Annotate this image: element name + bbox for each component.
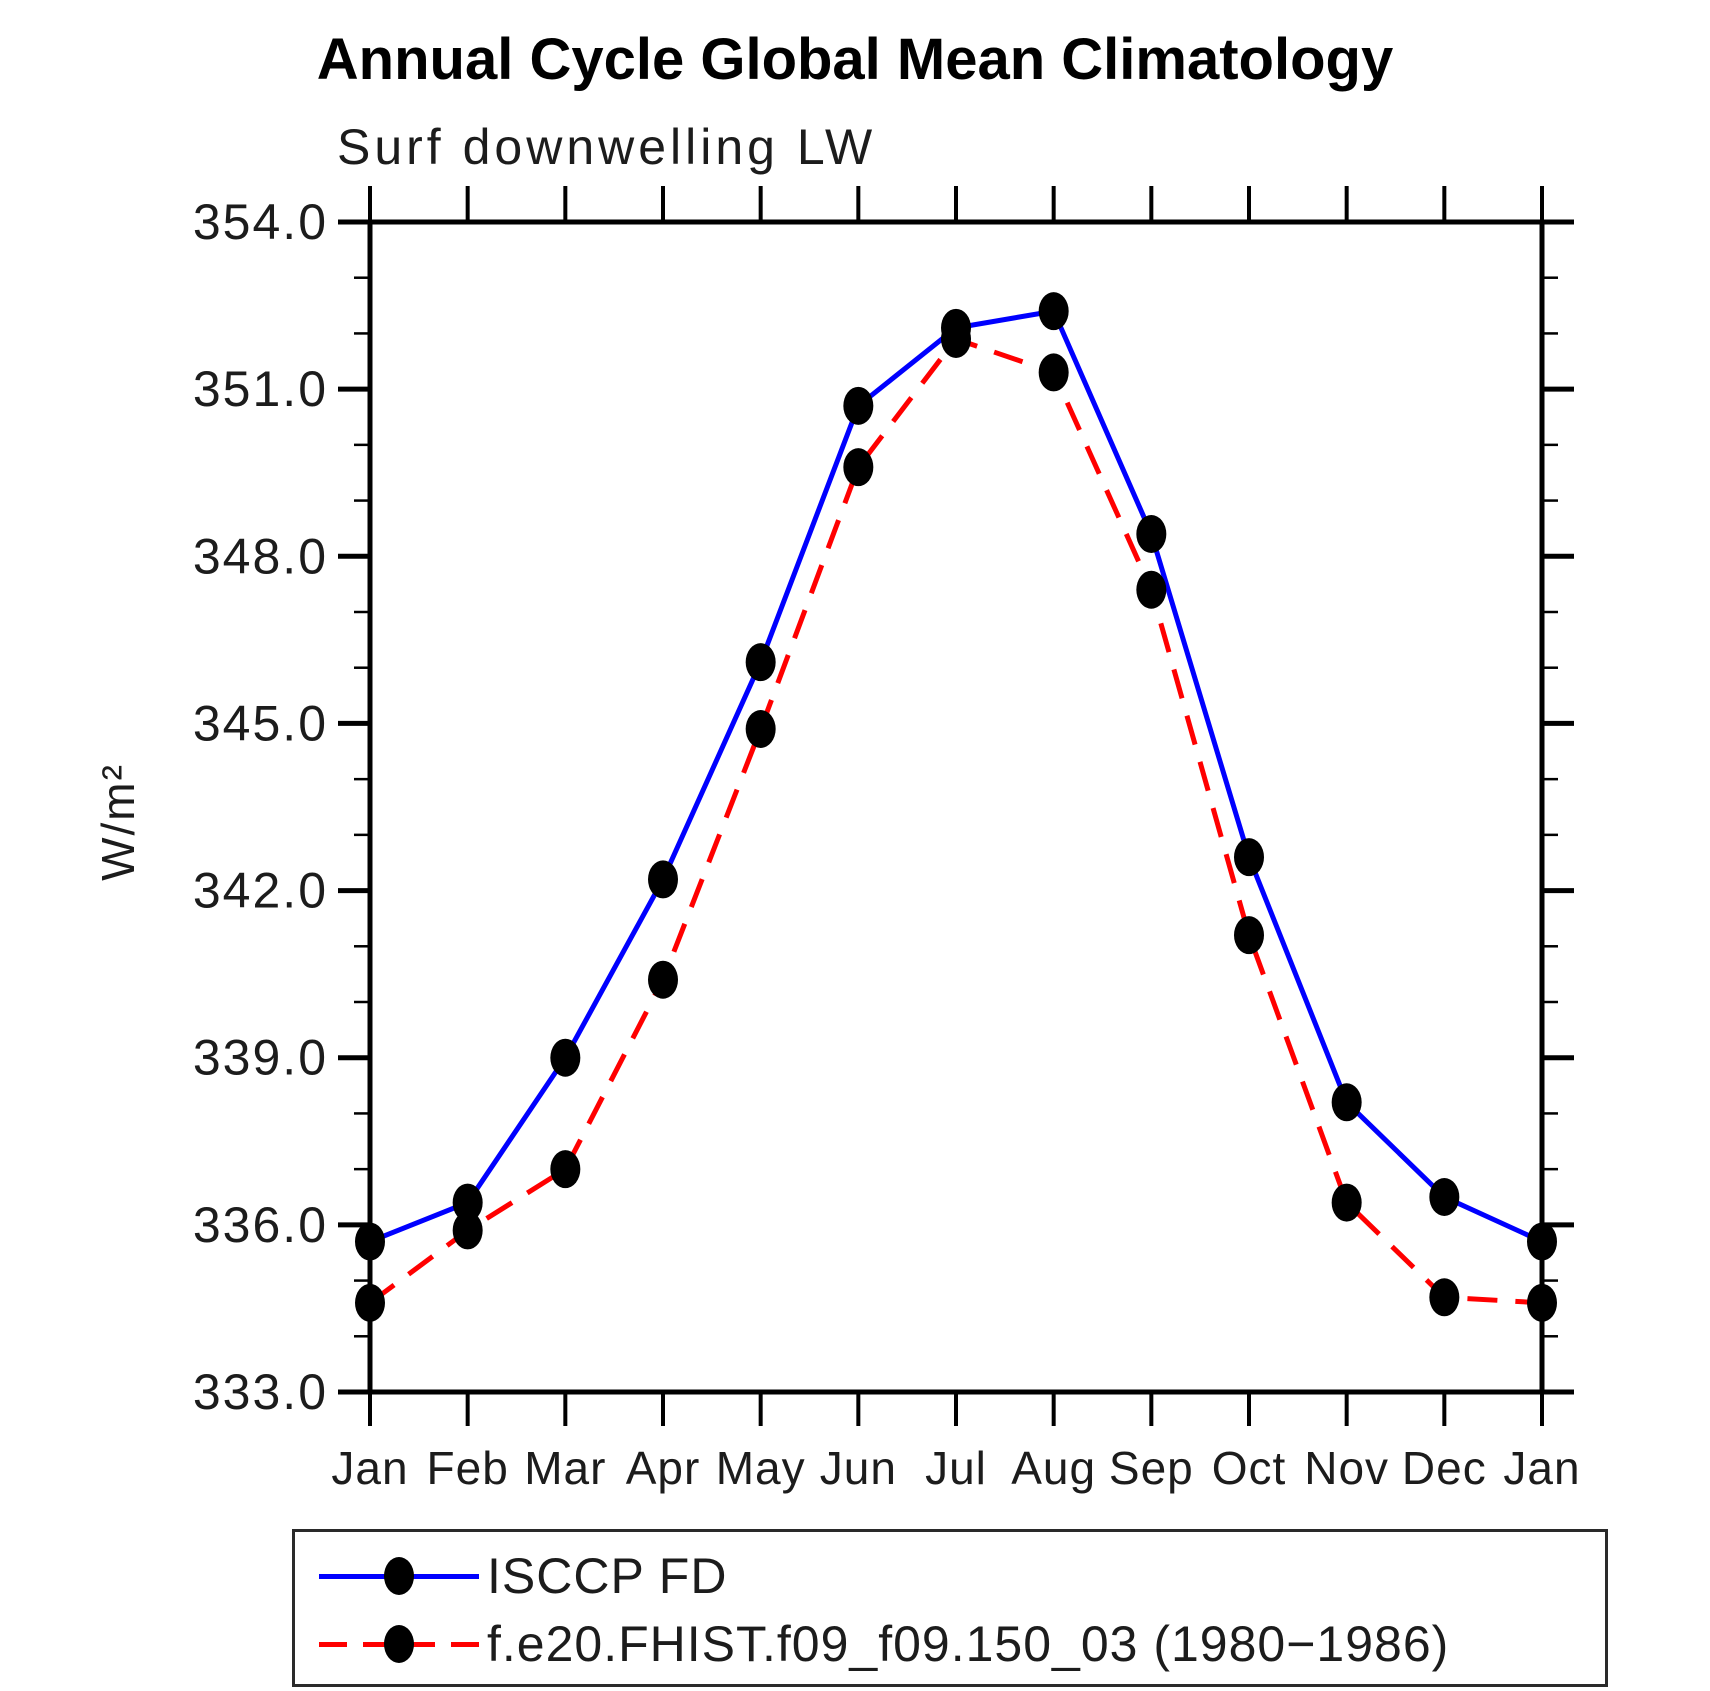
x-axis-tick-label: May — [716, 1442, 806, 1494]
x-axis-tick-label: Dec — [1402, 1442, 1487, 1494]
y-axis-tick-label: 348.0 — [193, 528, 328, 584]
data-point-marker-1 — [648, 960, 678, 999]
data-point-marker-0 — [355, 1222, 385, 1261]
x-axis-tick-label: Jul — [925, 1442, 987, 1494]
data-point-marker-0 — [1527, 1222, 1557, 1261]
y-axis-tick-label: 333.0 — [193, 1364, 328, 1420]
chart-title: Annual Cycle Global Mean Climatology — [316, 27, 1394, 92]
legend-marker-dot-icon — [384, 1557, 414, 1595]
data-point-marker-1 — [1429, 1278, 1460, 1317]
x-axis-tick-label: Sep — [1109, 1442, 1194, 1494]
legend-box: ISCCP FD f.e20.FHIST.f09_f09.150_03 (198… — [292, 1529, 1608, 1687]
data-point-marker-1 — [1234, 916, 1264, 955]
legend-entry-isccp-fd: ISCCP FD — [295, 1542, 1605, 1610]
legend-marker-dot-icon — [384, 1625, 414, 1663]
data-point-marker-1 — [452, 1211, 483, 1250]
y-axis-tick-label: 351.0 — [193, 361, 328, 417]
chart-subtitle: Surf downwelling LW — [337, 119, 877, 175]
x-axis-tick-label: Feb — [427, 1442, 509, 1494]
data-point-marker-0 — [1234, 838, 1264, 877]
x-axis-tick-label: Jan — [1503, 1442, 1580, 1494]
data-point-marker-1 — [1136, 570, 1167, 609]
y-axis-tick-label: 345.0 — [193, 695, 328, 751]
legend-label-model: f.e20.FHIST.f09_f09.150_03 (1980−1986) — [487, 1616, 1450, 1672]
data-point-marker-0 — [1038, 292, 1069, 331]
plot-frame — [367, 219, 1545, 1395]
data-point-marker-1 — [355, 1283, 385, 1322]
x-axis-tick-label: Apr — [626, 1442, 701, 1494]
data-point-marker-0 — [452, 1183, 483, 1222]
data-point-marker-0 — [745, 643, 776, 682]
x-axis-tick-label: Aug — [1011, 1442, 1096, 1494]
data-point-marker-0 — [843, 386, 874, 425]
data-point-marker-1 — [843, 448, 874, 487]
data-point-marker-0 — [1429, 1178, 1460, 1216]
x-axis-tick-label: Mar — [524, 1442, 606, 1494]
y-axis-tick-label: 354.0 — [193, 194, 328, 250]
y-axis-tick-label: 336.0 — [193, 1197, 328, 1253]
legend-sample-solid — [319, 1556, 479, 1596]
legend-entry-model: f.e20.FHIST.f09_f09.150_03 (1980−1986) — [295, 1610, 1605, 1678]
legend-sample-dashed — [319, 1624, 479, 1664]
series-line-1 — [368, 336, 1543, 1306]
data-point-marker-1 — [550, 1150, 581, 1189]
x-axis-tick-label: Jun — [820, 1442, 897, 1494]
data-point-marker-0 — [1136, 515, 1167, 553]
data-point-marker-0 — [648, 860, 678, 899]
x-axis-tick-label: Jan — [331, 1442, 408, 1494]
x-axis-tick-label: Oct — [1212, 1442, 1287, 1494]
data-point-marker-1 — [1038, 353, 1069, 392]
data-point-marker-0 — [550, 1038, 581, 1077]
y-axis-tick-label: 342.0 — [193, 863, 328, 919]
series-line-0 — [369, 308, 1544, 1244]
legend-label-isccp-fd: ISCCP FD — [487, 1548, 728, 1604]
data-point-marker-1 — [1527, 1283, 1557, 1322]
data-point-marker-1 — [745, 710, 776, 748]
y-axis-tick-label: 339.0 — [193, 1030, 328, 1086]
x-axis-tick-label: Nov — [1304, 1442, 1389, 1494]
data-point-marker-1 — [1331, 1183, 1362, 1222]
data-point-marker-1 — [941, 320, 971, 358]
data-point-marker-0 — [1331, 1083, 1362, 1122]
